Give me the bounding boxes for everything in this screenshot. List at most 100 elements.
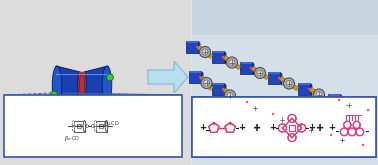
- Polygon shape: [268, 72, 282, 74]
- Polygon shape: [225, 51, 226, 65]
- Polygon shape: [212, 51, 226, 53]
- Bar: [328, 94, 340, 106]
- Bar: [297, 83, 310, 95]
- Circle shape: [200, 47, 211, 58]
- Circle shape: [229, 59, 235, 66]
- Polygon shape: [290, 119, 304, 121]
- Polygon shape: [301, 123, 321, 137]
- Polygon shape: [262, 108, 276, 110]
- Circle shape: [336, 134, 347, 146]
- Text: +: +: [253, 123, 261, 133]
- Circle shape: [229, 123, 231, 125]
- Circle shape: [330, 134, 332, 136]
- Text: +: +: [238, 123, 245, 132]
- Polygon shape: [198, 41, 200, 55]
- Circle shape: [246, 101, 248, 103]
- Bar: [73, 120, 85, 132]
- Text: +: +: [308, 123, 315, 132]
- Circle shape: [362, 144, 364, 146]
- Bar: [268, 72, 280, 84]
- Polygon shape: [310, 83, 312, 97]
- Circle shape: [227, 92, 233, 99]
- Polygon shape: [248, 96, 250, 110]
- Bar: [96, 120, 107, 132]
- Text: +: +: [316, 123, 324, 133]
- Bar: [235, 96, 248, 108]
- Polygon shape: [320, 129, 335, 131]
- Circle shape: [213, 123, 215, 125]
- Text: +: +: [269, 123, 276, 132]
- Bar: [240, 62, 253, 74]
- Bar: [212, 51, 225, 63]
- Bar: [189, 71, 201, 83]
- Text: +: +: [316, 123, 324, 133]
- Polygon shape: [309, 87, 329, 102]
- Bar: [352, 139, 364, 151]
- Bar: [79, 72, 85, 98]
- Bar: [289, 125, 295, 131]
- Polygon shape: [280, 72, 282, 86]
- Polygon shape: [253, 62, 254, 76]
- Bar: [186, 41, 198, 53]
- Polygon shape: [186, 41, 200, 43]
- Bar: [192, 0, 378, 165]
- Bar: [192, 97, 376, 157]
- Bar: [4, 95, 182, 157]
- Text: +: +: [199, 123, 206, 132]
- Circle shape: [286, 81, 292, 86]
- Polygon shape: [364, 139, 366, 153]
- Polygon shape: [332, 129, 335, 143]
- Circle shape: [254, 67, 265, 79]
- Circle shape: [339, 137, 345, 143]
- Text: $\beta$u-CD: $\beta$u-CD: [103, 119, 120, 128]
- Circle shape: [51, 91, 57, 98]
- Ellipse shape: [94, 120, 97, 132]
- Polygon shape: [339, 98, 358, 112]
- Circle shape: [86, 125, 88, 127]
- Circle shape: [196, 46, 198, 48]
- Polygon shape: [274, 108, 276, 122]
- Circle shape: [222, 56, 224, 58]
- Ellipse shape: [77, 72, 82, 98]
- Circle shape: [229, 123, 231, 125]
- Bar: [318, 133, 334, 143]
- Circle shape: [250, 67, 252, 69]
- Circle shape: [272, 113, 274, 115]
- Polygon shape: [223, 55, 241, 70]
- Polygon shape: [235, 96, 250, 98]
- Polygon shape: [240, 62, 254, 64]
- Polygon shape: [302, 119, 304, 133]
- Circle shape: [91, 125, 94, 127]
- Polygon shape: [247, 100, 263, 116]
- Text: +: +: [253, 123, 261, 133]
- Ellipse shape: [102, 66, 112, 104]
- Circle shape: [279, 116, 285, 123]
- Polygon shape: [356, 104, 371, 106]
- Polygon shape: [212, 83, 226, 85]
- Circle shape: [284, 78, 294, 89]
- Text: +: +: [199, 123, 206, 132]
- Polygon shape: [84, 66, 108, 104]
- Bar: [77, 124, 81, 128]
- Bar: [340, 107, 352, 115]
- Circle shape: [343, 99, 354, 111]
- Text: +: +: [308, 123, 315, 132]
- Circle shape: [338, 99, 340, 101]
- Ellipse shape: [79, 74, 85, 96]
- Polygon shape: [279, 76, 299, 91]
- Ellipse shape: [83, 120, 86, 132]
- Circle shape: [249, 102, 260, 114]
- Bar: [289, 125, 295, 131]
- Circle shape: [201, 78, 212, 89]
- Bar: [99, 124, 103, 128]
- Polygon shape: [189, 71, 203, 73]
- Polygon shape: [225, 83, 226, 97]
- Polygon shape: [328, 94, 342, 96]
- Circle shape: [308, 127, 314, 133]
- Circle shape: [278, 77, 280, 79]
- Circle shape: [257, 70, 263, 76]
- Circle shape: [199, 76, 201, 78]
- Circle shape: [225, 90, 235, 101]
- Bar: [290, 119, 302, 131]
- Ellipse shape: [82, 72, 87, 98]
